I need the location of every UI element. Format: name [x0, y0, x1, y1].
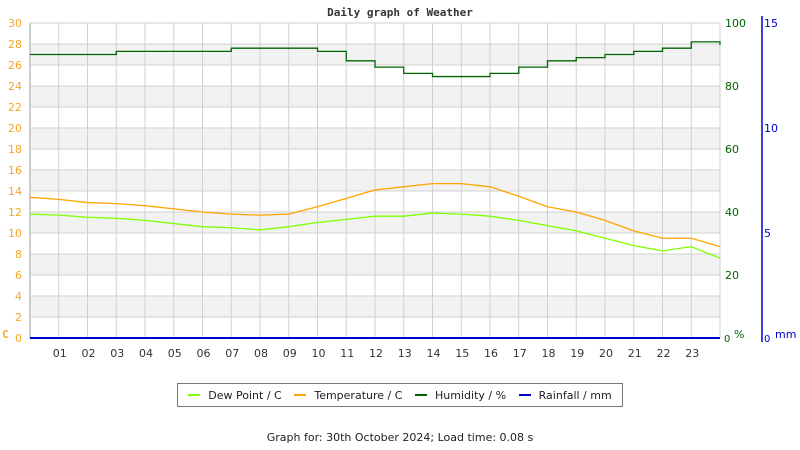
x-axis-tick: 15	[455, 347, 469, 360]
left-axis-tick: 6	[15, 269, 22, 282]
left-axis-tick: 22	[8, 101, 22, 114]
left-axis-tick: 16	[8, 164, 22, 177]
x-axis-tick: 05	[168, 347, 182, 360]
left-axis-tick: 12	[8, 206, 22, 219]
left-axis-tick: 24	[8, 80, 22, 93]
x-axis-tick: 20	[599, 347, 613, 360]
legend-item-temperature: Temperature / C	[294, 389, 402, 402]
humidity-line	[30, 41, 721, 78]
legend-label: Dew Point / C	[208, 388, 282, 402]
x-axis-tick: 21	[628, 347, 642, 360]
chart-title: Daily graph of Weather	[327, 6, 473, 19]
rainfall-axis-tick: 5	[764, 227, 771, 240]
temperature-swatch-icon	[294, 394, 307, 396]
left-axis-tick: 18	[8, 143, 22, 156]
rainfall-axis-tick: 10	[764, 122, 778, 135]
rainfall-axis-tick: 0	[764, 334, 770, 345]
chart-legend: Dew Point / C Temperature / C Humidity /…	[177, 383, 623, 407]
left-axis-tick: 0	[15, 332, 22, 345]
x-axis-tick: 06	[197, 347, 211, 360]
dew-point-line	[29, 212, 721, 259]
humidity-axis-tick: 0	[724, 334, 730, 345]
rainfall-swatch-icon	[518, 394, 531, 396]
x-axis-tick: 14	[427, 347, 441, 360]
rainfall-axis-unit: mm	[775, 328, 796, 341]
left-axis-tick: 26	[8, 59, 22, 72]
x-axis-tick: 16	[484, 347, 498, 360]
left-axis-unit: C	[2, 328, 9, 341]
legend-label: Humidity / %	[435, 388, 507, 402]
humidity-axis-tick: 20	[725, 269, 739, 282]
legend-item-humidity: Humidity / %	[415, 389, 506, 402]
x-axis-tick: 23	[685, 347, 699, 360]
humidity-axis-tick: 40	[725, 206, 739, 219]
temperature-line	[29, 183, 721, 248]
humidity-axis-tick: 60	[725, 143, 739, 156]
humidity-swatch-icon	[415, 394, 428, 396]
x-axis-tick: 07	[225, 347, 239, 360]
left-axis-tick: 8	[15, 248, 22, 261]
humidity-axis-tick: 80	[725, 80, 739, 93]
left-axis-tick: 10	[8, 227, 22, 240]
x-axis-tick: 11	[340, 347, 354, 360]
legend-label: Rainfall / mm	[538, 388, 612, 402]
x-axis-tick: 13	[398, 347, 412, 360]
dew-point-swatch-icon	[188, 394, 201, 396]
left-axis-tick: 14	[8, 185, 22, 198]
left-axis-tick: 30	[8, 17, 22, 30]
rainfall-axis-tick: 15	[764, 17, 778, 30]
legend-item-rainfall: Rainfall / mm	[518, 388, 612, 402]
legend-item-dew-point: Dew Point / C	[188, 388, 282, 402]
graph-footer: Graph for: 30th October 2024; Load time:…	[266, 431, 534, 444]
x-axis-tick: 10	[312, 347, 326, 360]
left-axis-tick: 28	[8, 38, 22, 51]
x-axis-tick: 04	[139, 347, 153, 360]
x-axis-tick: 08	[254, 347, 268, 360]
humidity-axis-tick: 100	[725, 17, 746, 30]
x-axis-tick: 02	[82, 347, 96, 360]
x-axis-tick: 19	[570, 347, 584, 360]
left-axis-tick: 20	[8, 122, 22, 135]
x-axis-tick: 22	[657, 347, 671, 360]
humidity-axis-unit: %	[734, 328, 744, 341]
x-axis-tick: 09	[283, 347, 297, 360]
legend-label: Temperature / C	[314, 388, 403, 402]
x-axis-tick: 18	[542, 347, 556, 360]
x-axis-tick: 03	[110, 347, 124, 360]
left-axis-tick: 2	[15, 311, 22, 324]
x-axis-tick: 12	[369, 347, 383, 360]
left-axis-tick: 4	[15, 290, 22, 303]
x-axis-tick: 01	[53, 347, 67, 360]
x-axis-tick: 17	[513, 347, 527, 360]
